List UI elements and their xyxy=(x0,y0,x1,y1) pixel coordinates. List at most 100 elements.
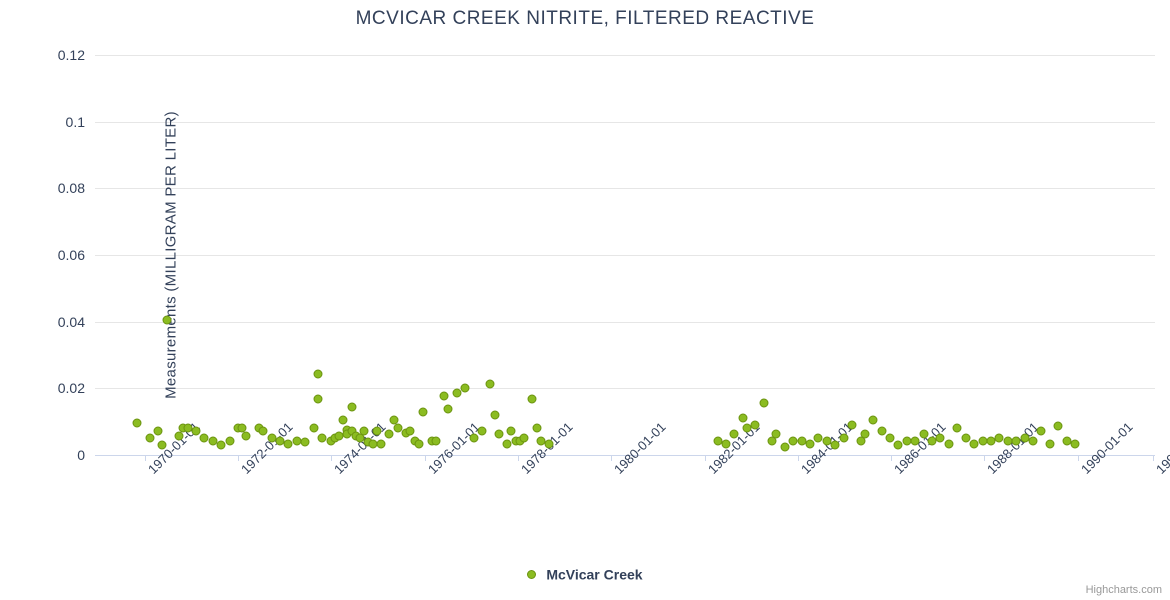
xtick-mark xyxy=(798,455,799,461)
data-point[interactable] xyxy=(440,392,449,401)
data-point[interactable] xyxy=(1054,422,1063,431)
data-point[interactable] xyxy=(385,430,394,439)
data-point[interactable] xyxy=(1037,427,1046,436)
data-point[interactable] xyxy=(919,430,928,439)
data-point[interactable] xyxy=(869,416,878,425)
data-point[interactable] xyxy=(532,424,541,433)
data-point[interactable] xyxy=(461,384,470,393)
data-point[interactable] xyxy=(133,419,142,428)
data-point[interactable] xyxy=(158,441,167,450)
xtick-label: 1984-01-01 xyxy=(798,419,856,477)
xtick-mark xyxy=(1078,455,1079,461)
ytick-label: 0.04 xyxy=(5,314,85,330)
data-point[interactable] xyxy=(848,420,857,429)
data-point[interactable] xyxy=(751,420,760,429)
data-point[interactable] xyxy=(886,433,895,442)
xtick-mark xyxy=(611,455,612,461)
data-point[interactable] xyxy=(721,439,730,448)
data-point[interactable] xyxy=(217,441,226,450)
data-point[interactable] xyxy=(545,439,554,448)
xtick-mark xyxy=(518,455,519,461)
data-point[interactable] xyxy=(860,430,869,439)
data-point[interactable] xyxy=(347,403,356,412)
ytick-label: 0.06 xyxy=(5,247,85,263)
chart-container: MCVICAR CREEK NITRITE, FILTERED REACTIVE… xyxy=(0,0,1170,600)
legend-label: McVicar Creek xyxy=(546,566,642,582)
data-point[interactable] xyxy=(486,379,495,388)
data-point[interactable] xyxy=(145,433,154,442)
data-point[interactable] xyxy=(406,427,415,436)
xtick-mark xyxy=(891,455,892,461)
ytick-label: 0.02 xyxy=(5,380,85,396)
data-point[interactable] xyxy=(191,427,200,436)
data-point[interactable] xyxy=(419,408,428,417)
data-point[interactable] xyxy=(1045,439,1054,448)
data-point[interactable] xyxy=(452,389,461,398)
xtick-mark xyxy=(425,455,426,461)
ytick-label: 0.12 xyxy=(5,47,85,63)
xtick-label: 1976-01-01 xyxy=(425,419,483,477)
xtick-mark xyxy=(145,455,146,461)
chart-title: MCVICAR CREEK NITRITE, FILTERED REACTIVE xyxy=(0,8,1170,30)
data-point[interactable] xyxy=(360,427,369,436)
data-point[interactable] xyxy=(309,424,318,433)
data-point[interactable] xyxy=(339,416,348,425)
data-point[interactable] xyxy=(431,436,440,445)
data-point[interactable] xyxy=(175,431,184,440)
data-point[interactable] xyxy=(936,433,945,442)
data-point[interactable] xyxy=(780,443,789,452)
data-point[interactable] xyxy=(772,430,781,439)
data-point[interactable] xyxy=(759,398,768,407)
data-point[interactable] xyxy=(259,427,268,436)
data-point[interactable] xyxy=(414,439,423,448)
data-point[interactable] xyxy=(313,370,322,379)
data-point[interactable] xyxy=(911,436,920,445)
data-point[interactable] xyxy=(806,439,815,448)
gridline xyxy=(95,322,1155,323)
data-point[interactable] xyxy=(377,439,386,448)
data-point[interactable] xyxy=(162,316,171,325)
data-point[interactable] xyxy=(154,427,163,436)
gridline xyxy=(95,255,1155,256)
xtick-mark xyxy=(984,455,985,461)
data-point[interactable] xyxy=(877,427,886,436)
data-point[interactable] xyxy=(528,395,537,404)
data-point[interactable] xyxy=(477,427,486,436)
ytick-label: 0 xyxy=(5,447,85,463)
data-point[interactable] xyxy=(839,433,848,442)
data-point[interactable] xyxy=(520,433,529,442)
data-point[interactable] xyxy=(490,411,499,420)
xtick-mark xyxy=(238,455,239,461)
data-point[interactable] xyxy=(507,427,516,436)
data-point[interactable] xyxy=(242,431,251,440)
gridline xyxy=(95,188,1155,189)
data-point[interactable] xyxy=(469,433,478,442)
gridline xyxy=(95,122,1155,123)
legend: McVicar Creek xyxy=(0,565,1170,582)
data-point[interactable] xyxy=(1071,439,1080,448)
plot-area: 0.12 0.1 0.08 0.06 0.04 0.02 0 Measureme… xyxy=(95,55,1155,455)
data-point[interactable] xyxy=(831,441,840,450)
data-point[interactable] xyxy=(730,430,739,439)
data-point[interactable] xyxy=(444,404,453,413)
data-point[interactable] xyxy=(301,438,310,447)
data-point[interactable] xyxy=(738,414,747,423)
xtick-label: 1990-01-01 xyxy=(1078,419,1136,477)
ytick-label: 0.08 xyxy=(5,180,85,196)
data-point[interactable] xyxy=(1029,436,1038,445)
xtick-label: 1980-01-01 xyxy=(611,419,669,477)
data-point[interactable] xyxy=(225,436,234,445)
data-point[interactable] xyxy=(313,395,322,404)
data-point[interactable] xyxy=(953,424,962,433)
y-axis-title: Measurements (MILLIGRAM PER LITER) xyxy=(162,111,179,399)
xtick-label: 1992-01-01 xyxy=(1153,419,1170,477)
gridline xyxy=(95,55,1155,56)
ytick-label: 0.1 xyxy=(5,114,85,130)
xtick-mark xyxy=(1153,455,1154,461)
data-point[interactable] xyxy=(894,441,903,450)
credits-label: Highcharts.com xyxy=(1086,584,1162,596)
data-point[interactable] xyxy=(372,427,381,436)
data-point[interactable] xyxy=(961,433,970,442)
data-point[interactable] xyxy=(494,430,503,439)
data-point[interactable] xyxy=(944,439,953,448)
